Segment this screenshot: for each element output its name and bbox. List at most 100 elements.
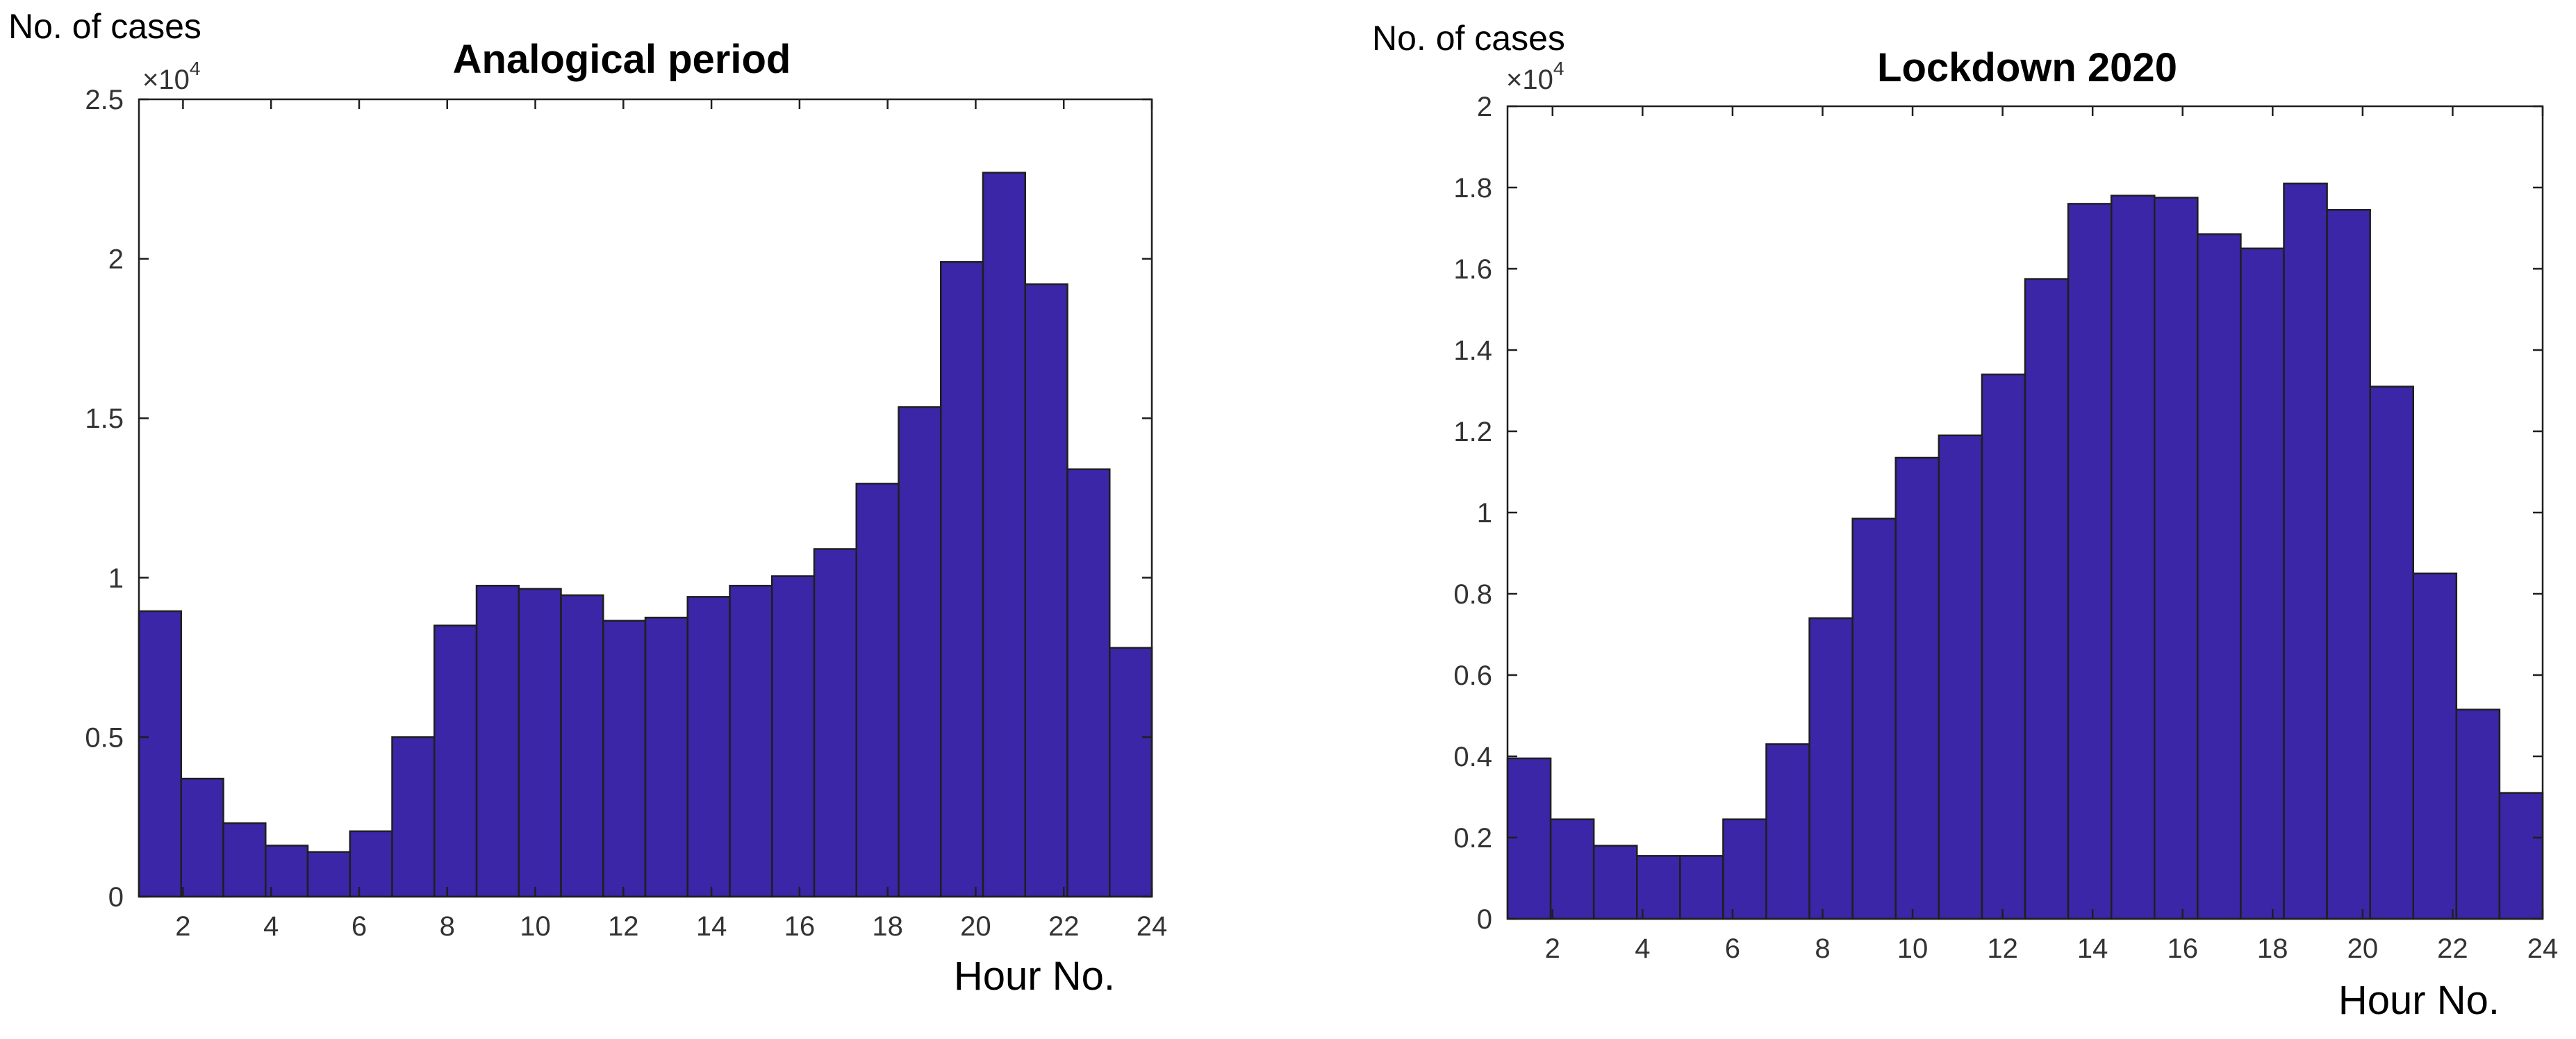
y-tick-label: 1.8 (1453, 173, 1492, 203)
bar-hour-14 (686, 596, 731, 898)
bar-hour-19 (898, 406, 942, 898)
bar-hour-18 (2240, 247, 2285, 920)
x-tick-label: 20 (960, 911, 991, 942)
bar-hour-17 (2197, 233, 2242, 920)
y-tick-label: 0.5 (85, 722, 124, 753)
y-tick-label: 1 (108, 563, 124, 594)
bar-hour-23 (2455, 708, 2501, 920)
bar-hour-10 (518, 588, 562, 898)
bar-hour-10 (1894, 456, 1940, 920)
x-tick-label: 12 (608, 911, 639, 942)
y-axis-label: No. of cases (1372, 19, 1565, 58)
y-tick-label: 0.8 (1453, 579, 1492, 610)
bar-hour-13 (2024, 278, 2070, 920)
y-tick-label: 1 (1477, 498, 1492, 529)
x-tick-label: 10 (520, 911, 551, 942)
y-tick-label: 2 (1477, 92, 1492, 122)
bar-hour-20 (939, 260, 984, 898)
x-tick-label: 16 (784, 911, 816, 942)
bar-hour-24 (2498, 792, 2544, 920)
y-tick-label: 0 (1477, 904, 1492, 935)
bar-hour-12 (1981, 373, 2026, 920)
bar-hour-3 (1592, 845, 1638, 920)
x-tick-label: 2 (1545, 933, 1560, 964)
x-axis-label: Hour No. (2338, 978, 2500, 1023)
x-tick-label: 8 (440, 911, 455, 942)
x-tick-label: 4 (1635, 933, 1650, 964)
bar-hour-3 (222, 822, 267, 898)
bar-hour-16 (2154, 197, 2199, 920)
y-multiplier: ×104 (1506, 58, 1564, 95)
tick-group: 00.20.40.60.811.21.41.61.822 4 6 8 10 12 14 16 1… (1453, 92, 2558, 964)
bar-hour-8 (433, 624, 478, 898)
y-axis-label: No. of cases (8, 7, 201, 46)
y-tick-label: 1.5 (85, 404, 124, 434)
panel-analogical-period: No. of cases Analogical period ×104 0 0.5… (8, 7, 1167, 999)
x-tick-label: 18 (872, 911, 903, 942)
y-tick-label: 2.5 (85, 85, 124, 115)
bar-hour-11 (560, 594, 604, 898)
x-tick-label: 14 (2077, 933, 2108, 964)
bar-hour-15 (2110, 194, 2156, 920)
bar-hour-14 (2067, 203, 2113, 920)
bar-hour-7 (1765, 743, 1810, 920)
chart-title: Analogical period (453, 37, 791, 82)
bar-hour-11 (1938, 434, 1983, 920)
bar-hour-13 (644, 616, 688, 898)
bar-hour-8 (1808, 617, 1853, 920)
y-tick-label: 1.2 (1453, 417, 1492, 447)
bar-hour-24 (1109, 647, 1153, 898)
bar-hour-6 (1722, 818, 1767, 920)
y-multiplier: ×104 (142, 58, 200, 95)
y-tick-label: 0.2 (1453, 823, 1492, 854)
chart-title: Lockdown 2020 (1877, 45, 2177, 90)
bar-hour-5 (306, 851, 352, 898)
bar-hour-2 (1549, 818, 1595, 920)
x-tick-label: 22 (1048, 911, 1080, 942)
bar-hour-22 (1024, 283, 1068, 898)
bar-hour-15 (729, 585, 773, 898)
x-tick-label: 6 (1725, 933, 1740, 964)
bar-hour-9 (475, 585, 520, 898)
bar-hour-7 (391, 736, 436, 898)
bar-hour-17 (813, 548, 858, 898)
x-tick-label: 24 (2527, 933, 2559, 964)
x-axis-label: Hour No. (954, 954, 1115, 999)
tick-group: 00.511.522.52 4 6 8 10 12 14 16 18 20 22 24 (85, 85, 1167, 942)
bar-hour-21 (982, 172, 1026, 898)
x-tick-label: 12 (1987, 933, 2018, 964)
bar-hour-19 (2283, 182, 2328, 920)
panel-lockdown-2020: No. of cases Lockdown 2020 ×104 0 0.2 0.4 0… (1372, 19, 2558, 1023)
bar-hour-9 (1851, 517, 1897, 920)
bar-hour-4 (265, 845, 309, 898)
bar-hour-6 (349, 830, 393, 898)
x-tick-label: 16 (2167, 933, 2198, 964)
bar-group (1506, 182, 2544, 920)
bar-hour-2 (180, 777, 224, 898)
bar-hour-16 (771, 575, 816, 898)
y-tick-label: 1.6 (1453, 254, 1492, 285)
y-tick-label: 2 (108, 244, 124, 275)
x-tick-label: 20 (2347, 933, 2379, 964)
bar-hour-1 (138, 610, 182, 898)
x-tick-label: 6 (352, 911, 367, 942)
x-tick-label: 14 (696, 911, 727, 942)
bar-group (138, 172, 1153, 898)
y-tick-label: 0 (108, 882, 124, 913)
y-tick-label: 0.4 (1453, 742, 1492, 772)
axes-box (138, 98, 1153, 898)
x-tick-label: 10 (1897, 933, 1929, 964)
y-tick-label: 1.4 (1453, 335, 1492, 366)
x-tick-label: 8 (1815, 933, 1830, 964)
bar-hour-20 (2326, 208, 2371, 920)
bar-hour-12 (602, 620, 647, 898)
bar-hour-21 (2369, 385, 2415, 920)
y-tick-label: 0.6 (1453, 660, 1492, 691)
bar-hour-18 (855, 483, 900, 898)
x-tick-label: 22 (2437, 933, 2468, 964)
bar-hour-22 (2412, 572, 2458, 920)
x-tick-label: 24 (1137, 911, 1168, 942)
bar-hour-5 (1679, 855, 1724, 920)
bar-hour-1 (1506, 757, 1552, 920)
